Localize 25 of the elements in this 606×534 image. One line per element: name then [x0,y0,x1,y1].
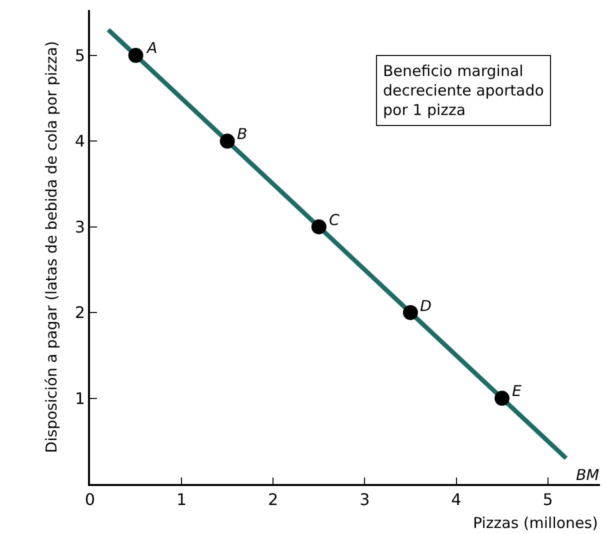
annotation: C [329,211,340,229]
annotation: Beneficio marginal decreciente aportado por 1 pizza [383,62,544,119]
x-tick-label: 1 [176,490,187,509]
point [402,305,418,320]
annotation: D [420,297,432,315]
x-axis-title: Pizzas (millones) [473,514,598,532]
y-axis-title: Disposición a pagar (latas de bebida de cola por pizza) [42,41,61,453]
x-tick-label: 4 [451,490,462,509]
x-tick-label: 0 [84,490,96,509]
y-tick-label: 3 [74,217,86,236]
x-tick-label: 2 [268,490,278,509]
y-tick-label: 4 [74,132,86,151]
x-tick-label: 5 [542,490,553,509]
annotation: A [146,39,158,57]
point [311,219,326,234]
annotation: E [512,382,522,400]
y-tick-label: 2 [74,303,86,322]
point [220,134,235,149]
y-tick-label: 1 [74,388,86,408]
y-tick-label: 5 [74,46,86,66]
annotation: B [237,125,248,143]
annotation: BM [576,466,600,484]
point [494,390,510,406]
x-tick-label: 3 [360,490,370,509]
point [128,48,144,63]
